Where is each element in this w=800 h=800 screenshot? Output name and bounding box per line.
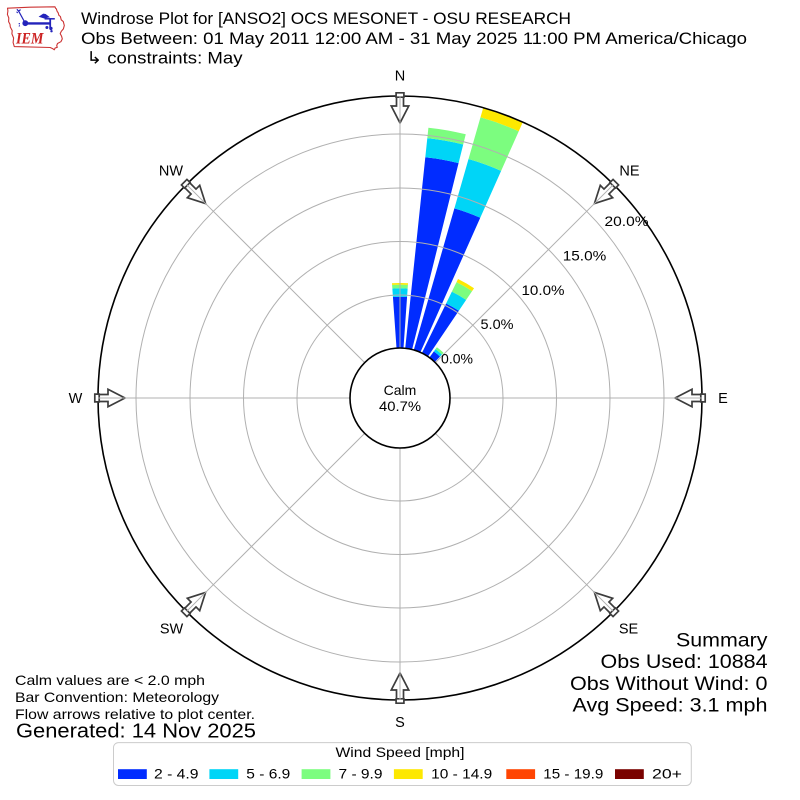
svg-text:↳ constraints: May: ↳ constraints: May <box>87 49 244 68</box>
svg-text:0.0%: 0.0% <box>441 351 473 367</box>
svg-text:IEM: IEM <box>15 31 45 48</box>
svg-text:SW: SW <box>160 622 184 638</box>
svg-text:15 - 19.9: 15 - 19.9 <box>543 767 603 782</box>
svg-text:Windrose Plot for [ANSO2] OCS: Windrose Plot for [ANSO2] OCS MESONET - … <box>81 9 571 28</box>
svg-text:10 - 14.9: 10 - 14.9 <box>431 767 492 782</box>
svg-text:20.0%: 20.0% <box>605 213 649 229</box>
svg-text:Calm: Calm <box>384 382 417 398</box>
svg-text:Obs Without Wind: 0: Obs Without Wind: 0 <box>570 673 768 695</box>
svg-text:NW: NW <box>159 164 183 180</box>
svg-text:Bar Convention: Meteorology: Bar Convention: Meteorology <box>15 689 219 705</box>
svg-text:NE: NE <box>619 164 639 180</box>
svg-text:Calm values are < 2.0 mph: Calm values are < 2.0 mph <box>15 672 205 688</box>
svg-text:40.7%: 40.7% <box>379 398 421 414</box>
svg-text:20+: 20+ <box>652 767 682 782</box>
svg-text:7 - 9.9: 7 - 9.9 <box>339 767 383 782</box>
svg-text:N: N <box>395 69 405 85</box>
svg-text:Avg Speed: 3.1 mph: Avg Speed: 3.1 mph <box>573 695 768 717</box>
svg-text:SE: SE <box>619 622 639 638</box>
svg-text:15.0%: 15.0% <box>563 248 607 264</box>
svg-text:Obs Between: 01 May 2011 12:00: Obs Between: 01 May 2011 12:00 AM - 31 M… <box>81 29 747 48</box>
svg-text:Wind Speed [mph]: Wind Speed [mph] <box>336 745 465 760</box>
svg-text:Flow arrows relative to plot c: Flow arrows relative to plot center. <box>15 706 255 722</box>
svg-text:5.0%: 5.0% <box>481 316 514 332</box>
svg-text:5 - 6.9: 5 - 6.9 <box>246 767 290 782</box>
svg-text:E: E <box>718 391 728 407</box>
svg-text:10.0%: 10.0% <box>522 282 565 298</box>
svg-text:Generated: 14 Nov 2025: Generated: 14 Nov 2025 <box>16 721 256 743</box>
svg-text:W: W <box>69 391 83 407</box>
svg-text:2 - 4.9: 2 - 4.9 <box>154 767 199 782</box>
svg-text:Obs Used: 10884: Obs Used: 10884 <box>601 651 768 673</box>
svg-text:S: S <box>395 715 405 731</box>
svg-text:Summary: Summary <box>676 630 768 652</box>
